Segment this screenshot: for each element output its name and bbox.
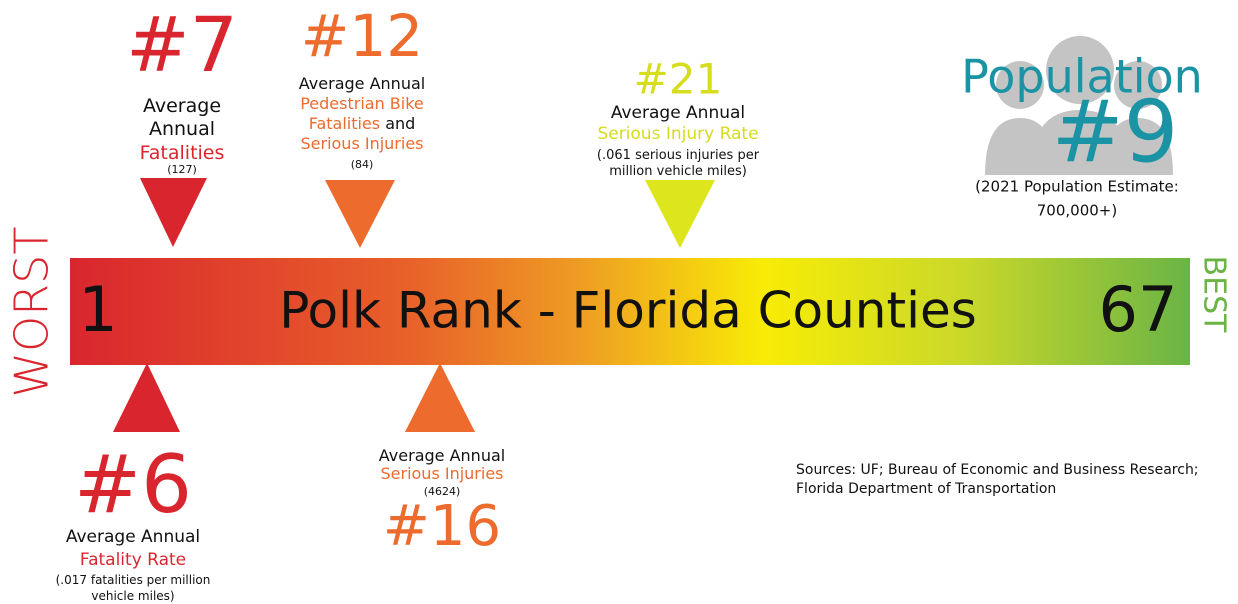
rank: #21 xyxy=(634,55,723,104)
caption-line: Average Annual xyxy=(611,103,745,123)
caption-line: Serious Injuries xyxy=(380,464,503,483)
caption-line: (84) xyxy=(351,158,374,171)
scale-end: 67 xyxy=(1099,273,1178,346)
pointer xyxy=(405,363,475,432)
caption-text: Fatalities xyxy=(140,142,225,164)
caption-text: Average Annual xyxy=(379,446,505,465)
caption-line: Serious Injuries xyxy=(300,134,423,153)
caption-text: million vehicle miles) xyxy=(609,164,747,179)
caption-text: Annual xyxy=(149,118,215,140)
sources: Sources: UF; Bureau of Economic and Busi… xyxy=(796,462,1199,478)
caption-text: Fatalities xyxy=(309,114,380,133)
caption-text: Average Annual xyxy=(66,527,200,547)
rank: #7 xyxy=(126,0,238,89)
caption-text: vehicle miles) xyxy=(91,589,174,603)
people-icon xyxy=(985,36,1173,175)
caption-text: Average xyxy=(143,95,221,117)
scale-title: Polk Rank - Florida Counties xyxy=(279,282,977,340)
caption-line: Serious Injury Rate xyxy=(597,124,758,144)
best-label: BEST xyxy=(1197,256,1232,334)
worst-label: WORST xyxy=(5,227,59,398)
caption-text: (.061 serious injuries per xyxy=(597,148,760,163)
rank: #6 xyxy=(74,438,192,531)
caption-text: Fatality Rate xyxy=(80,550,186,570)
pointer xyxy=(645,180,715,248)
population-note: (2021 Population Estimate: xyxy=(975,178,1179,196)
caption-text: Serious Injury Rate xyxy=(597,124,758,144)
caption-line: Pedestrian Bike xyxy=(300,94,424,113)
sources: Florida Department of Transportation xyxy=(796,481,1056,497)
caption-line: Fatalities xyxy=(140,142,225,164)
pointer xyxy=(113,363,180,432)
caption-text: (84) xyxy=(351,158,374,171)
caption-text: (.017 fatalities per million xyxy=(56,573,211,587)
rank: #16 xyxy=(383,494,501,559)
caption-line: Fatalities and xyxy=(309,114,416,133)
rank-bar xyxy=(70,258,1190,365)
pointer xyxy=(140,178,207,247)
caption-text: Serious Injuries xyxy=(300,134,423,153)
population-note: 700,000+) xyxy=(1037,202,1117,220)
caption-line: (.017 fatalities per million xyxy=(56,573,211,587)
caption-line: vehicle miles) xyxy=(91,589,174,603)
caption-text: (4624) xyxy=(424,485,461,498)
caption-line: Average Annual xyxy=(379,446,505,465)
caption-text: (127) xyxy=(167,163,197,176)
pointer xyxy=(325,180,395,248)
caption-text: and xyxy=(380,114,415,133)
population-rank: #9 xyxy=(1052,82,1179,182)
caption-line: (4624) xyxy=(424,485,461,498)
caption-line: million vehicle miles) xyxy=(609,164,747,179)
caption-line: Annual xyxy=(149,118,215,140)
caption-text: Pedestrian Bike xyxy=(300,94,424,113)
population-label: Population xyxy=(961,50,1203,104)
caption-line: (127) xyxy=(167,163,197,176)
caption-line: (.061 serious injuries per xyxy=(597,148,760,163)
rank: #12 xyxy=(301,2,423,70)
caption-text: Serious Injuries xyxy=(380,464,503,483)
caption-text: Average Annual xyxy=(611,103,745,123)
caption-text: Average Annual xyxy=(299,74,425,93)
scale-start: 1 xyxy=(78,273,117,346)
caption-line: Fatality Rate xyxy=(80,550,186,570)
caption-line: Average Annual xyxy=(299,74,425,93)
caption-line: Average xyxy=(143,95,221,117)
caption-line: Average Annual xyxy=(66,527,200,547)
